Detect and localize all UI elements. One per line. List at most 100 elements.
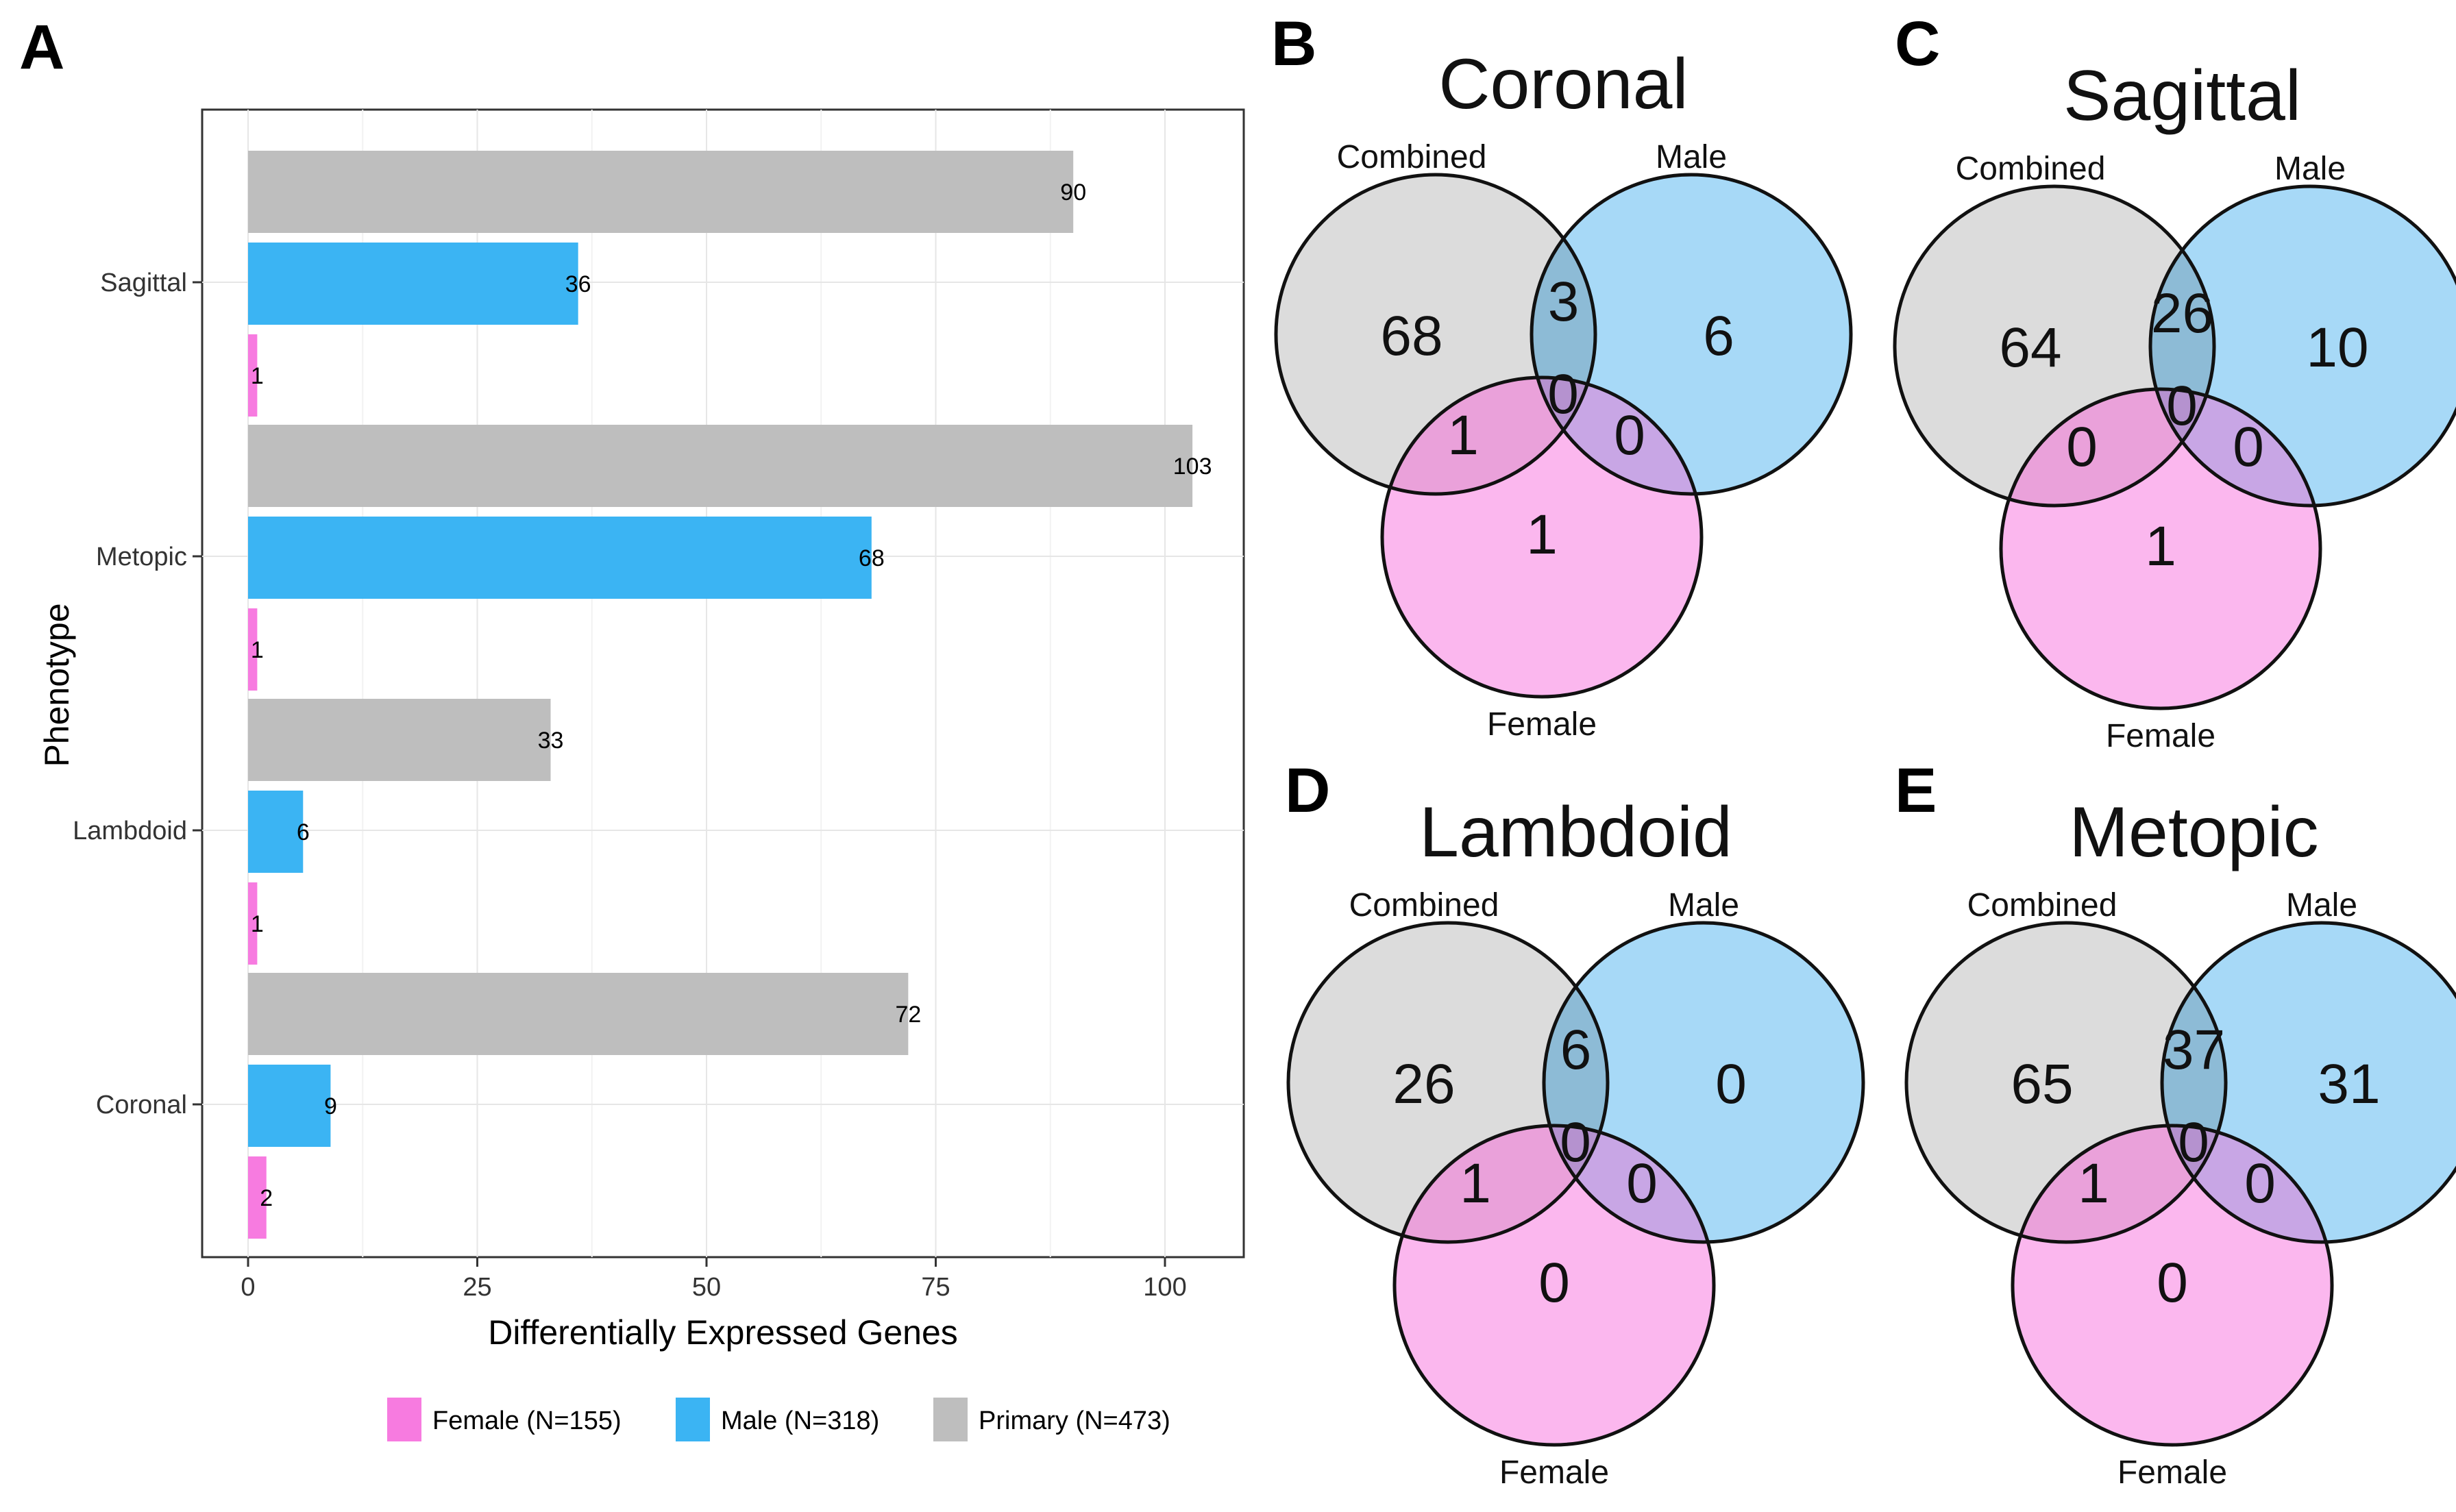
legend-swatch <box>387 1398 421 1441</box>
bar-value-label: 1 <box>251 637 264 663</box>
female-label: Female <box>1487 706 1597 743</box>
y-tick-label: Lambdoid <box>73 817 187 845</box>
count-male-only: 6 <box>1703 305 1734 367</box>
bar-value-label: 2 <box>260 1185 273 1211</box>
count-all: 0 <box>1560 1111 1591 1174</box>
combined-circle-outline <box>1904 921 2228 1244</box>
male-female-overlap <box>2162 1126 2332 1242</box>
venn-title: Coronal <box>1438 45 1688 124</box>
x-tick-label: 0 <box>241 1273 255 1302</box>
count-combined-male: 6 <box>1560 1019 1592 1081</box>
combined-circle-outline <box>1286 921 1610 1244</box>
y-tick-label: Sagittal <box>100 269 187 297</box>
combined-female-overlap <box>2013 1126 2226 1242</box>
bar-metopic-female <box>248 608 258 691</box>
male-female-overlap <box>1544 1126 1714 1242</box>
panel-letter: E <box>1895 756 1937 826</box>
legend-swatch <box>933 1398 968 1441</box>
count-combined-only: 68 <box>1380 305 1442 367</box>
female-circle-outline <box>1999 387 2322 710</box>
bar-value-label: 1 <box>251 363 264 389</box>
bar-value-label: 68 <box>859 545 885 571</box>
legend-label: Primary (N=473) <box>979 1406 1170 1435</box>
count-combined-female: 1 <box>1447 404 1479 467</box>
combined-female-overlap <box>2001 389 2214 506</box>
bar-sagittal-primary <box>248 151 1074 233</box>
bar-labels: 90 36 1 103 68 1 33 6 1 72 9 2 <box>251 179 1212 1211</box>
combined-label: Combined <box>1956 151 2106 187</box>
x-tick-label: 100 <box>1143 1273 1186 1302</box>
count-combined-female: 1 <box>2078 1152 2109 1215</box>
count-female-only: 0 <box>2157 1252 2188 1314</box>
male-female-overlap <box>2150 389 2320 506</box>
count-male-female: 0 <box>1614 404 1645 467</box>
venn-regions <box>1288 923 1863 1445</box>
bar-value-label: 6 <box>297 819 310 845</box>
count-male-female: 0 <box>2244 1152 2276 1215</box>
combined-label: Combined <box>1967 887 2117 924</box>
bar-lambdoid-primary <box>248 699 551 781</box>
male-label: Male <box>1668 887 1739 924</box>
panel-a: A 90 36 1 103 68 1 33 6 1 72 9 2 Sagittal Metopic Lam… <box>19 12 1245 1441</box>
bar-metopic-primary <box>248 425 1193 507</box>
bar-coronal-female <box>248 1156 267 1239</box>
y-axis-title: Phenotype <box>38 603 76 767</box>
y-axis: Sagittal Metopic Lambdoid Coronal <box>73 269 202 1119</box>
count-combined-only: 64 <box>1999 317 2061 379</box>
panel-letter: B <box>1271 9 1316 79</box>
bar-value-label: 72 <box>895 1002 921 1028</box>
bar-sagittal-male <box>248 243 578 325</box>
count-male-female: 0 <box>2233 416 2264 478</box>
count-all: 0 <box>2178 1111 2209 1174</box>
female-label: Female <box>2106 718 2215 754</box>
male-circle-outline <box>1542 921 1865 1244</box>
bar-lambdoid-male <box>248 791 304 873</box>
count-combined-male: 26 <box>2151 282 2213 345</box>
y-tick-label: Metopic <box>96 543 187 571</box>
count-female-only: 0 <box>1538 1252 1570 1314</box>
combined-female-overlap <box>1382 377 1595 494</box>
venn-title: Sagittal <box>2063 56 2301 136</box>
legend: Female (N=155) Male (N=318) Primary (N=473… <box>387 1398 1170 1441</box>
count-male-female: 0 <box>1626 1152 1658 1215</box>
count-all: 0 <box>1547 363 1579 425</box>
female-label: Female <box>2117 1454 2227 1491</box>
combined-circle-outline <box>1274 173 1597 496</box>
male-circle-outline <box>2148 184 2456 508</box>
venn-regions <box>1906 923 2456 1445</box>
male-label: Male <box>2286 887 2357 924</box>
venn-title: Lambdoid <box>1419 793 1732 872</box>
male-label: Male <box>2274 151 2346 187</box>
bar-value-label: 1 <box>251 911 264 937</box>
legend-swatch <box>676 1398 710 1441</box>
venn-title: Metopic <box>2069 793 2318 872</box>
combined-female-overlap <box>1395 1126 1608 1242</box>
combined-label: Combined <box>1349 887 1499 924</box>
male-circle-outline <box>2160 921 2456 1244</box>
bar-value-label: 103 <box>1173 454 1212 480</box>
combined-circle-outline <box>1893 184 2216 508</box>
bar-value-label: 9 <box>324 1093 337 1119</box>
count-all: 0 <box>2166 375 2198 437</box>
panel-letter: D <box>1285 756 1330 826</box>
bar-sagittal-female <box>248 334 258 417</box>
legend-label: Female (N=155) <box>432 1406 622 1435</box>
x-tick-label: 75 <box>921 1273 950 1302</box>
panel-letter: C <box>1895 9 1940 79</box>
count-female-only: 1 <box>2145 515 2176 578</box>
x-axis-title: Differentially Expressed Genes <box>488 1313 958 1352</box>
x-axis: 0 25 50 75 100 <box>241 1257 1187 1302</box>
bar-value-label: 33 <box>538 728 564 754</box>
count-female-only: 1 <box>1526 504 1558 566</box>
female-circle-outline <box>1392 1124 1716 1447</box>
bar-lambdoid-female <box>248 882 258 965</box>
combined-label: Combined <box>1337 139 1487 175</box>
count-combined-female: 0 <box>2066 416 2098 478</box>
female-label: Female <box>1499 1454 1609 1491</box>
venn-regions <box>1276 175 1851 697</box>
